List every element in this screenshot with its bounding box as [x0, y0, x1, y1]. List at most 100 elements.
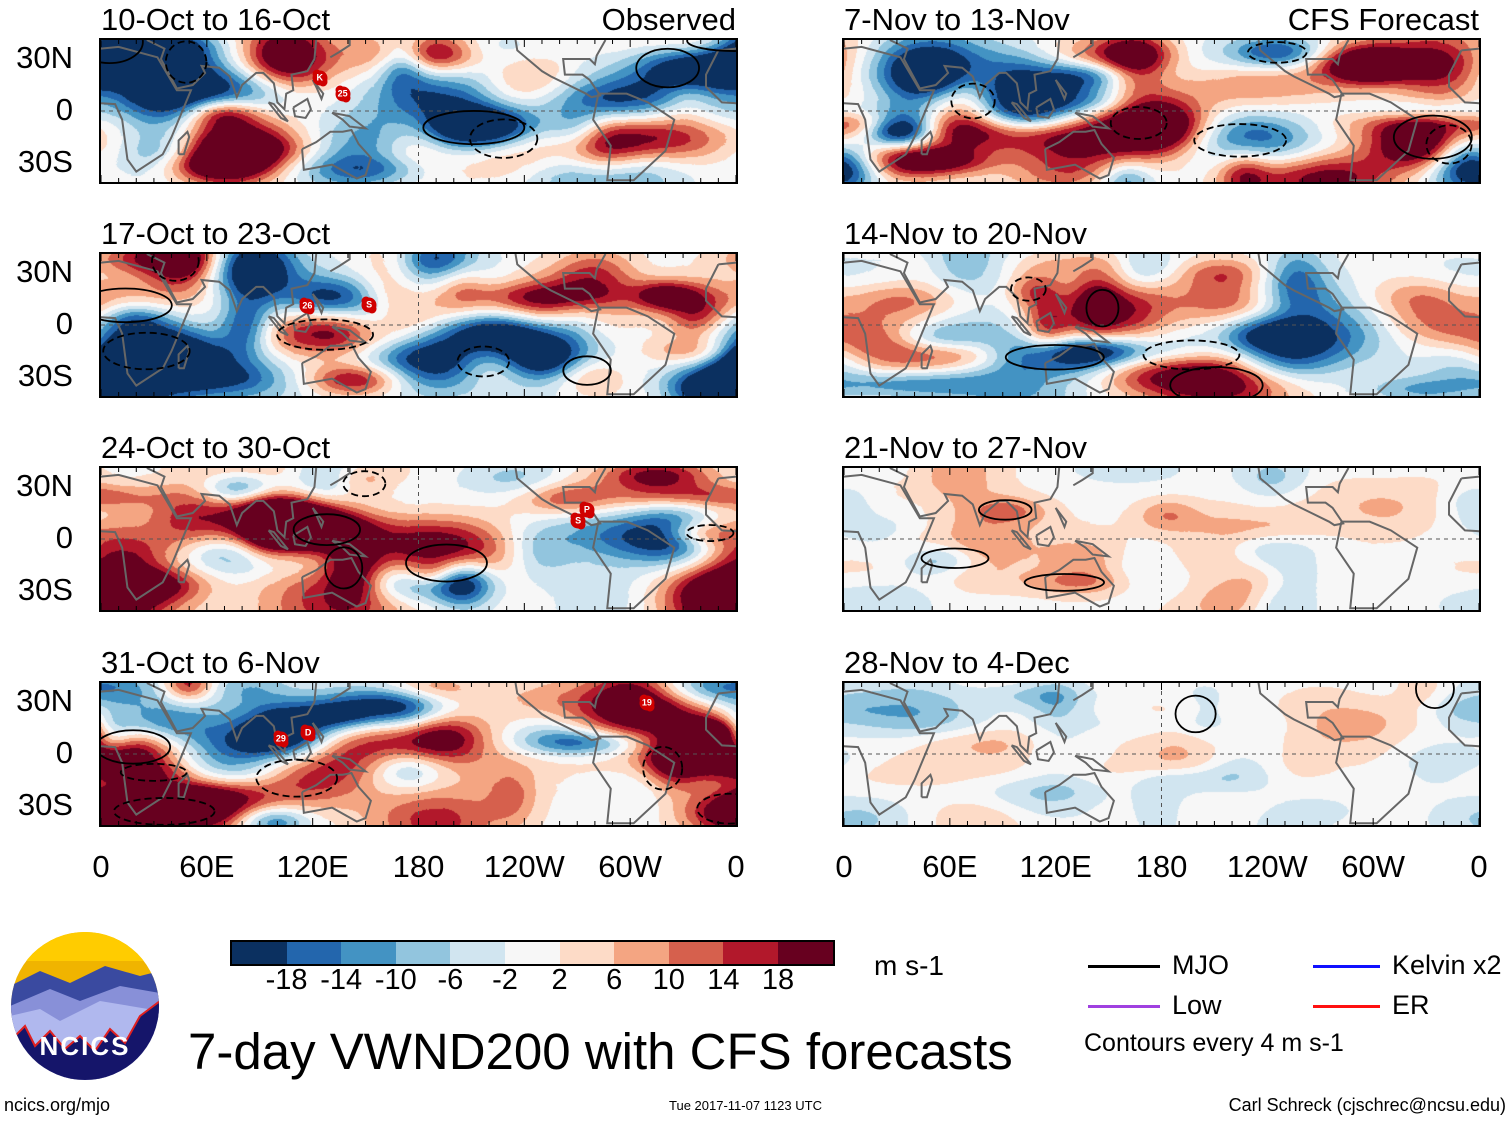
coastline-africa — [101, 688, 193, 816]
coastline-australia — [301, 556, 372, 608]
colorbar-tick-label: -14 — [320, 964, 363, 996]
colorbar-swatch — [395, 942, 451, 964]
coastline-japan — [329, 468, 351, 487]
colorbar-tick-label: 2 — [551, 964, 568, 996]
colorbar-swatch — [559, 942, 615, 964]
coastline-africa — [1448, 690, 1479, 748]
coastline-namerica — [1257, 40, 1350, 99]
coastline-philippines — [1054, 722, 1068, 745]
coastline-sumatra — [1010, 744, 1032, 766]
legend-label-kelvin: Kelvin x2 — [1392, 950, 1502, 980]
y-tick-label: 30S — [17, 144, 73, 179]
coastline-madagascar — [177, 129, 191, 156]
coastline-africa — [1448, 475, 1479, 533]
coastline-samerica — [592, 520, 676, 610]
coastline-africa — [844, 688, 936, 816]
mjo-contour — [276, 318, 374, 351]
panel-title: 7-Nov to 13-Nov — [844, 2, 1070, 37]
legend-line-kelvin — [1313, 965, 1380, 968]
storm-marker: S — [361, 297, 377, 313]
coastline-namerica — [1257, 254, 1350, 313]
coastline-sumatra — [267, 744, 289, 766]
coastline-borneo — [1035, 311, 1056, 334]
coastline-australia — [1044, 128, 1115, 180]
coastline-borneo — [292, 311, 313, 334]
coastline-philippines — [1054, 293, 1068, 316]
storm-marker: 19 — [639, 695, 655, 711]
colorbar-tick-label: -6 — [437, 964, 464, 996]
colorbar-swatch — [286, 942, 342, 964]
mjo-contour — [164, 40, 208, 84]
coastline-samerica — [592, 306, 676, 396]
coastline-namerica — [1257, 468, 1350, 527]
coastline-sumatra — [1010, 529, 1032, 551]
storm-marker: S — [570, 513, 586, 529]
x-tick-label: 60E — [179, 849, 235, 884]
x-tick-label: 120W — [483, 849, 565, 884]
mjo-contour — [642, 745, 684, 791]
mjo-contour — [102, 331, 191, 371]
coastline-africa — [844, 259, 936, 387]
y-tick-label: 30N — [16, 683, 73, 718]
coastline-africa — [844, 45, 936, 173]
coastline-namerica — [1257, 683, 1350, 742]
coastline-madagascar — [920, 343, 934, 370]
coastline-newguinea — [331, 325, 370, 344]
panel-title: 31-Oct to 6-Nov — [101, 645, 320, 680]
map-overlay — [101, 468, 736, 610]
coastline-samerica — [592, 92, 676, 182]
mjo-contour — [1193, 123, 1288, 158]
forecast-label: CFS Forecast — [1287, 2, 1479, 37]
colorbar-swatch — [777, 942, 833, 964]
coastline-asia — [146, 254, 318, 326]
y-tick-label: 30S — [17, 358, 73, 393]
legend-line-er — [1313, 1005, 1380, 1008]
x-tick-label: 60W — [598, 849, 663, 884]
coastline-philippines — [311, 722, 325, 745]
colorbar-swatch — [668, 942, 724, 964]
colorbar-swatch — [232, 942, 287, 964]
mjo-contour — [405, 543, 488, 583]
y-tick-label: 30N — [16, 40, 73, 75]
mjo-contour — [685, 524, 735, 542]
x-tick-label: 0 — [1470, 849, 1488, 884]
panel-title: 24-Oct to 30-Oct — [101, 430, 331, 465]
coastline-asia — [889, 468, 1061, 540]
coastline-australia — [301, 128, 372, 180]
coastline-madagascar — [177, 772, 191, 799]
coastline-borneo — [1035, 97, 1056, 120]
mjo-contour — [1004, 344, 1105, 371]
colorbar-tick-label: 10 — [652, 964, 685, 996]
colorbar-tick-label: 6 — [606, 964, 623, 996]
coastline-japan — [329, 40, 351, 59]
coastline-africa — [705, 690, 736, 748]
mjo-contour — [977, 499, 1033, 521]
map-panel-forecast-1 — [842, 38, 1481, 184]
footer-author: Carl Schreck (cjschrec@ncsu.edu) — [1228, 1095, 1506, 1115]
coastline-japan — [1072, 683, 1094, 702]
mjo-contour — [1169, 366, 1264, 396]
y-tick-label: 30N — [16, 254, 73, 289]
map-panel-observed-2: 26 S — [99, 252, 738, 398]
mjo-contour — [696, 792, 736, 825]
mjo-contour — [469, 118, 539, 159]
footer-url[interactable]: ncics.org/mjo — [4, 1095, 111, 1115]
coastline-sumatra — [267, 529, 289, 551]
map-overlay — [101, 254, 736, 396]
mjo-contour — [635, 47, 700, 89]
mjo-contour — [1142, 339, 1241, 371]
coastline-philippines — [1054, 507, 1068, 530]
y-tick-label: 30N — [16, 468, 73, 503]
storm-marker: 29 — [273, 731, 289, 747]
x-tick-label: 120E — [1019, 849, 1092, 884]
coastline-samerica — [1335, 520, 1419, 610]
mjo-contour — [950, 82, 996, 120]
panel-title: 10-Oct to 16-Oct — [101, 2, 331, 37]
coastline-asia — [889, 40, 1061, 112]
coastline-borneo — [1035, 525, 1056, 548]
mjo-contour — [101, 40, 144, 64]
coastline-sumatra — [267, 315, 289, 337]
coastline-sumatra — [267, 101, 289, 123]
logo-text: NCICS — [40, 1031, 131, 1061]
